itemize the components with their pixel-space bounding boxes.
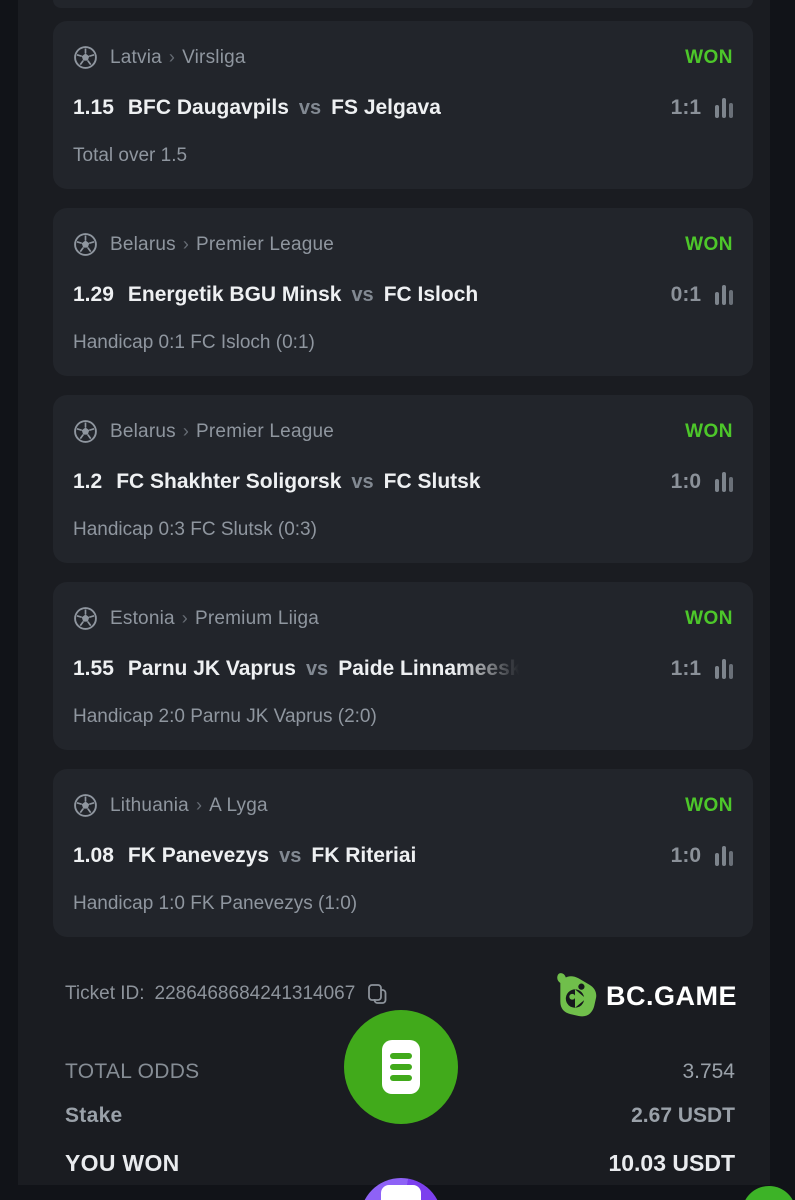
total-odds-label: TOTAL ODDS <box>65 1060 200 1083</box>
bet-card: Lithuania › A Lyga WON 1.08 FK Panevezys v… <box>53 769 753 937</box>
odds-value: 1.29 <box>73 282 114 306</box>
stats-icon[interactable] <box>715 284 733 305</box>
match-score: 1:0 <box>670 469 701 493</box>
bet-slip-receipt-button[interactable] <box>344 1010 458 1124</box>
stake-label: Stake <box>65 1104 123 1127</box>
match-score: 1:1 <box>670 95 701 119</box>
team-away: FS Jelgava <box>331 95 441 119</box>
bet-market: Handicap 0:3 FC Slutsk (0:3) <box>73 519 317 540</box>
status-badge: WON <box>685 420 733 442</box>
ticket-id-label: Ticket ID: <box>65 983 145 1004</box>
match-teams: Parnu JK Vaprus vs Paide Linnameesk <box>128 657 522 681</box>
bet-market: Handicap 2:0 Parnu JK Vaprus (2:0) <box>73 706 377 727</box>
vs-label: vs <box>351 283 374 306</box>
receipt-icon <box>382 1040 420 1094</box>
match-score: 1:0 <box>670 843 701 867</box>
match-score: 1:1 <box>670 656 701 680</box>
bet-market: Handicap 1:0 FK Panevezys (1:0) <box>73 893 358 914</box>
team-home: FC Shakhter Soligorsk <box>116 469 342 493</box>
breadcrumb-chevron-icon: › <box>168 46 176 67</box>
ticket-id-value: 2286468684241314067 <box>154 983 356 1004</box>
previous-card-partial <box>53 0 753 8</box>
soccer-ball-icon <box>73 606 98 631</box>
bet-card: Belarus › Premier League WON 1.2 FC Shakht… <box>53 395 753 563</box>
league-breadcrumb: Lithuania › A Lyga <box>110 794 268 816</box>
odds-value: 1.15 <box>73 95 114 119</box>
bet-slip-modal: Latvia › Virsliga WON 1.15 BFC Daugavpils … <box>18 0 770 1185</box>
status-badge: WON <box>685 46 733 68</box>
breadcrumb-chevron-icon: › <box>181 607 188 628</box>
bet-card: Estonia › Premium Liiga WON 1.55 Parnu JK … <box>53 582 753 750</box>
match-score: 0:1 <box>670 282 701 306</box>
card-icon <box>381 1185 421 1200</box>
stake-value: 2.67 USDT <box>631 1104 735 1127</box>
you-won-label: YOU WON <box>65 1150 180 1176</box>
team-home: Parnu JK Vaprus <box>127 656 296 680</box>
soccer-ball-icon <box>73 793 98 818</box>
team-away: FK Riteriai <box>311 843 417 867</box>
bet-card: Belarus › Premier League WON 1.29 Energeti… <box>53 208 753 376</box>
soccer-ball-icon <box>73 232 98 257</box>
total-odds-row: TOTAL ODDS 3.754 <box>65 1060 735 1084</box>
vs-label: vs <box>305 657 329 680</box>
status-badge: WON <box>685 233 733 255</box>
total-odds-value: 3.754 <box>682 1060 735 1083</box>
bet-card: Latvia › Virsliga WON 1.15 BFC Daugavpils … <box>53 21 753 189</box>
match-teams: FK Panevezys vs FK Riteriai <box>128 844 417 868</box>
stats-icon[interactable] <box>715 97 733 118</box>
match-teams: FC Shakhter Soligorsk vs FC Slutsk <box>116 470 480 494</box>
stats-icon[interactable] <box>715 471 733 492</box>
breadcrumb-chevron-icon: › <box>195 794 203 815</box>
league-breadcrumb: Estonia › Premium Liiga <box>110 607 320 629</box>
share-card-button[interactable] <box>360 1178 442 1200</box>
bc-game-logo: BC.GAME <box>553 970 737 1023</box>
team-home: Energetik BGU Minsk <box>127 282 342 306</box>
team-away: Paide Linnameesk <box>338 656 522 680</box>
copy-icon[interactable] <box>365 982 389 1006</box>
team-away: FC Slutsk <box>383 469 481 493</box>
match-teams: Energetik BGU Minsk vs FC Isloch <box>128 283 478 307</box>
stake-row: Stake 2.67 USDT <box>65 1104 735 1128</box>
match-teams: BFC Daugavpils vs FS Jelgava <box>128 96 441 120</box>
odds-value: 1.2 <box>73 469 103 493</box>
soccer-ball-icon <box>73 419 98 444</box>
support-chat-button[interactable] <box>742 1186 795 1200</box>
vs-label: vs <box>298 96 322 119</box>
team-home: FK Panevezys <box>127 843 270 867</box>
you-won-row: YOU WON 10.03 USDT <box>65 1150 735 1177</box>
bc-game-mascot-icon <box>553 970 597 1023</box>
breadcrumb-chevron-icon: › <box>182 233 190 254</box>
stats-icon[interactable] <box>715 658 733 679</box>
team-away: FC Isloch <box>383 282 479 306</box>
odds-value: 1.08 <box>73 843 114 867</box>
stats-icon[interactable] <box>715 845 733 866</box>
you-won-value: 10.03 USDT <box>608 1150 735 1176</box>
league-breadcrumb: Belarus › Premier League <box>110 233 335 255</box>
league-breadcrumb: Belarus › Premier League <box>110 420 335 442</box>
soccer-ball-icon <box>73 45 98 70</box>
bet-card-list: Latvia › Virsliga WON 1.15 BFC Daugavpils … <box>18 21 770 937</box>
status-badge: WON <box>685 607 733 629</box>
league-breadcrumb: Latvia › Virsliga <box>110 46 246 68</box>
bet-market: Total over 1.5 <box>73 145 188 166</box>
vs-label: vs <box>279 844 302 867</box>
bc-game-wordmark: BC.GAME <box>606 981 737 1011</box>
bet-market: Handicap 0:1 FC Isloch (0:1) <box>73 332 315 353</box>
vs-label: vs <box>351 470 374 493</box>
breadcrumb-chevron-icon: › <box>182 420 190 441</box>
odds-value: 1.55 <box>73 656 114 680</box>
status-badge: WON <box>685 794 733 816</box>
team-home: BFC Daugavpils <box>127 95 289 119</box>
ticket-id-row: Ticket ID: 2286468684241314067 <box>65 982 389 1006</box>
